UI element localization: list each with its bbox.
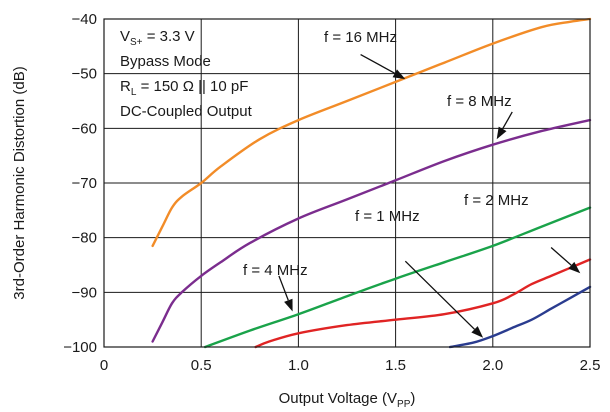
series-line-1 [151, 17, 592, 248]
condition-supply-value: = 3.3 V [143, 28, 195, 45]
x-tick-label: 0.5 [191, 357, 212, 374]
y-tick-label: −60 [72, 120, 97, 137]
x-tick-label: 2.0 [482, 357, 503, 374]
x-tick-label: 0 [100, 357, 108, 374]
callout-arrow-head [496, 126, 507, 140]
y-tick-label: −90 [72, 284, 97, 301]
series-lines [151, 17, 592, 349]
callout-arrow-head [284, 298, 293, 312]
series-label-5: f = 2 MHz [464, 192, 529, 209]
y-tick-label: −80 [72, 230, 97, 247]
condition-load-symbol: R [120, 78, 131, 95]
callout-arrow-head [568, 261, 581, 274]
y-tick-labels: −100 −90 −80 −70 −60 −50 −40 [63, 11, 97, 356]
callout-arrow-line [550, 247, 572, 266]
test-conditions: VS+ = 3.3 V Bypass Mode RL = 150 Ω || 10… [120, 28, 253, 120]
callout-arrow-line [360, 53, 396, 74]
plot-frame [103, 18, 591, 348]
condition-mode: Bypass Mode [120, 53, 211, 70]
x-tick-labels: 0 0.5 1.0 1.5 2.0 2.5 [100, 357, 601, 374]
series-callouts: f = 16 MHz f = 8 MHz f = 4 MHz f = 1 MHz f =… [243, 29, 581, 338]
x-axis-title-sub: PP [397, 399, 411, 410]
series-line-4 [254, 258, 592, 349]
callout-arrow-head [392, 69, 406, 80]
condition-supply-symbol: V [120, 28, 130, 45]
condition-load: RL = 150 Ω || 10 pF [120, 78, 248, 98]
y-tick-label: −70 [72, 175, 97, 192]
condition-load-sub: L [131, 87, 137, 98]
x-tick-label: 1.5 [385, 357, 406, 374]
series-label-4: f = 1 MHz [355, 208, 420, 225]
series-line-2 [151, 118, 592, 343]
callout-arrow-head [471, 326, 484, 338]
series-label-2: f = 8 MHz [447, 93, 512, 110]
condition-coupling: DC-Coupled Output [120, 103, 253, 120]
callout-arrow-line [502, 111, 513, 130]
callout-arrow-line [278, 275, 289, 301]
callout-arrow-line [404, 260, 475, 330]
x-tick-label: 1.0 [288, 357, 309, 374]
x-axis-title: Output Voltage (VPP) [279, 390, 416, 410]
series-label-3: f = 4 MHz [243, 262, 308, 279]
condition-supply: VS+ = 3.3 V [120, 28, 195, 48]
y-tick-label: −40 [72, 11, 97, 28]
series-line-3 [203, 206, 592, 349]
series-label-1: f = 16 MHz [324, 29, 397, 46]
condition-load-value: = 150 Ω || 10 pF [136, 78, 248, 95]
x-tick-label: 2.5 [580, 357, 601, 374]
y-tick-label: −100 [63, 339, 97, 356]
condition-supply-sub: S+ [130, 37, 143, 48]
x-axis-title-close: ) [410, 390, 415, 407]
series-line-5 [448, 285, 592, 349]
x-axis-title-main: Output Voltage (V [279, 390, 397, 407]
y-tick-label: −50 [72, 66, 97, 83]
y-axis-title: 3rd-Order Harmonic Distortion (dB) [11, 66, 28, 299]
